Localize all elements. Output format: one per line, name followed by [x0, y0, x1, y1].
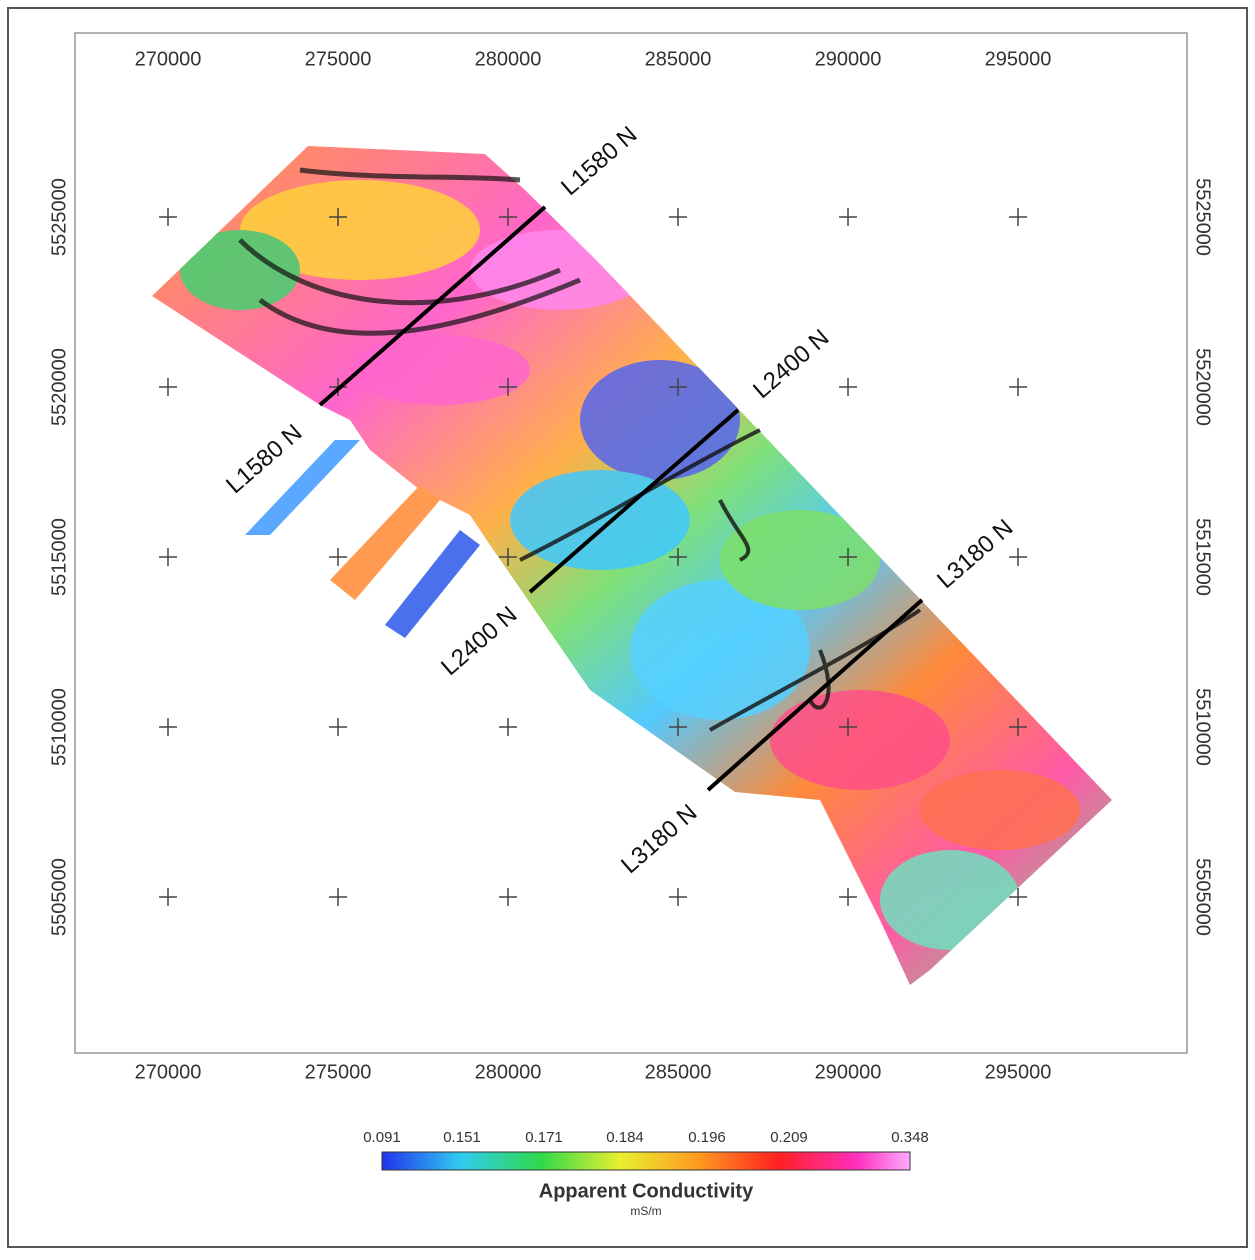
grid-cross — [159, 718, 177, 736]
colorbar-label: 0.348 — [891, 1129, 929, 1146]
x-tick-label-bottom: 290000 — [815, 1061, 882, 1083]
colorbar-label: 0.209 — [770, 1129, 808, 1146]
x-tick-label-bottom: 280000 — [475, 1061, 542, 1083]
y-tick-label-right: 5505000 — [1192, 858, 1214, 936]
profile-label: L1580 N — [556, 121, 642, 201]
colorbar-label: 0.196 — [688, 1129, 726, 1146]
grid-cross — [329, 548, 347, 566]
grid-cross — [1009, 548, 1027, 566]
grid-cross — [159, 888, 177, 906]
colorbar-title: Apparent Conductivity — [539, 1180, 754, 1202]
grid-cross — [1009, 208, 1027, 226]
colorbar-label: 0.171 — [525, 1129, 563, 1146]
x-tick-label-top: 275000 — [305, 48, 372, 70]
colorbar-unit: mS/m — [630, 1204, 661, 1218]
profile-label: L3180 N — [932, 514, 1018, 594]
colorbar-label: 0.091 — [363, 1129, 401, 1146]
x-tick-label-top: 270000 — [135, 48, 202, 70]
y-tick-label-right: 5515000 — [1192, 518, 1214, 596]
y-tick-label-left: 5520000 — [48, 348, 70, 426]
x-tick-label-top: 295000 — [985, 48, 1052, 70]
grid-cross — [499, 888, 517, 906]
grid-cross — [159, 378, 177, 396]
y-tick-label-left: 5525000 — [48, 178, 70, 256]
profile-label: L2400 N — [436, 601, 522, 681]
colorbar-label: 0.151 — [443, 1129, 481, 1146]
grid-cross — [1009, 378, 1027, 396]
grid-cross — [329, 888, 347, 906]
y-tick-label-right: 5520000 — [1192, 348, 1214, 426]
y-tick-label-left: 5510000 — [48, 688, 70, 766]
x-tick-label-bottom: 275000 — [305, 1061, 372, 1083]
y-tick-label-right: 5510000 — [1192, 688, 1214, 766]
grid-cross — [329, 718, 347, 736]
x-tick-label-top: 285000 — [645, 48, 712, 70]
grid-cross — [499, 718, 517, 736]
colorbar — [382, 1152, 910, 1170]
grid-cross — [669, 208, 687, 226]
profile-label: L2400 N — [748, 324, 834, 404]
profile-label: L3180 N — [616, 799, 702, 879]
y-tick-label-left: 5505000 — [48, 858, 70, 936]
grid-cross — [839, 208, 857, 226]
grid-cross — [839, 888, 857, 906]
grid-cross — [839, 378, 857, 396]
grid-cross — [159, 208, 177, 226]
x-tick-label-top: 280000 — [475, 48, 542, 70]
x-tick-label-top: 290000 — [815, 48, 882, 70]
grid-cross — [159, 548, 177, 566]
x-tick-label-bottom: 285000 — [645, 1061, 712, 1083]
y-tick-label-left: 5515000 — [48, 518, 70, 596]
colorbar-label: 0.184 — [606, 1129, 644, 1146]
x-tick-label-bottom: 295000 — [985, 1061, 1052, 1083]
y-tick-label-right: 5525000 — [1192, 178, 1214, 256]
grid-cross — [669, 888, 687, 906]
x-tick-label-bottom: 270000 — [135, 1061, 202, 1083]
map-figure: 270000 270000 275000 275000 280000 280000 2850… — [0, 0, 1255, 1255]
